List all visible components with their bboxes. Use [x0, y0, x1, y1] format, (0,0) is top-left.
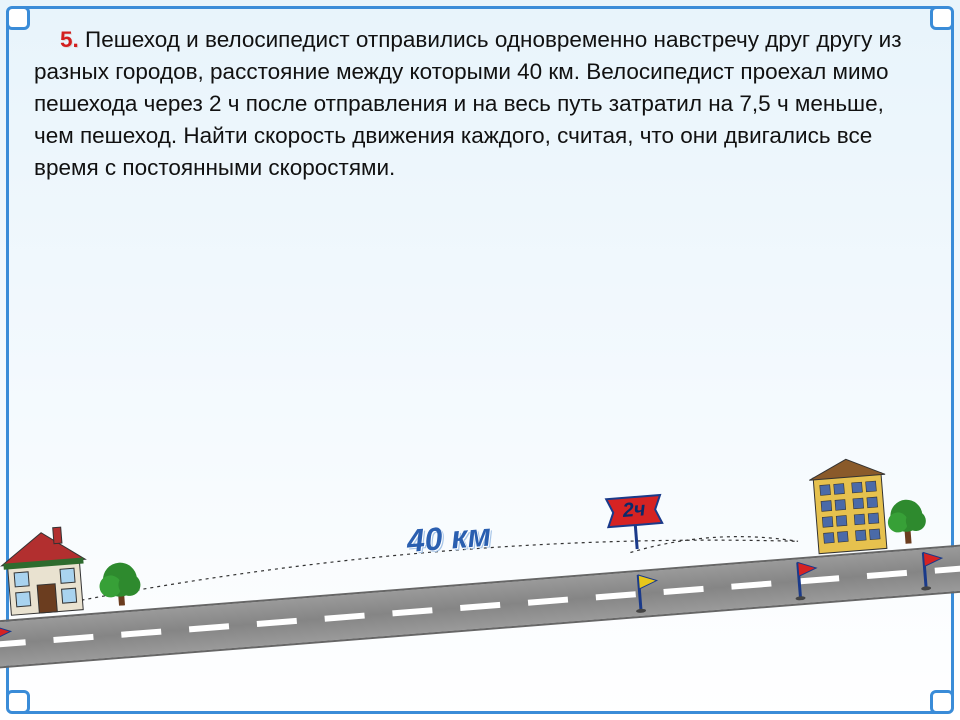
time-label: 2ч — [602, 497, 666, 525]
house-left — [0, 523, 94, 620]
flag-far-right-marker — [917, 547, 947, 596]
frame-corner — [930, 690, 954, 714]
frame-corner — [6, 6, 30, 30]
frame-corner — [930, 6, 954, 30]
house-right — [806, 454, 893, 556]
time-sign: 2ч — [602, 491, 669, 559]
bush-right — [885, 492, 929, 550]
flag-right-marker — [791, 557, 821, 606]
problem-body: Пешеход и велосипедист отправились однов… — [34, 27, 902, 180]
problem-number: 5. — [60, 27, 79, 52]
bush-left — [97, 556, 143, 612]
problem-text-block: 5. Пешеход и велосипедист отправились од… — [34, 24, 920, 184]
distance-label: 40 км — [405, 516, 492, 560]
flag-meeting-marker — [632, 569, 662, 618]
